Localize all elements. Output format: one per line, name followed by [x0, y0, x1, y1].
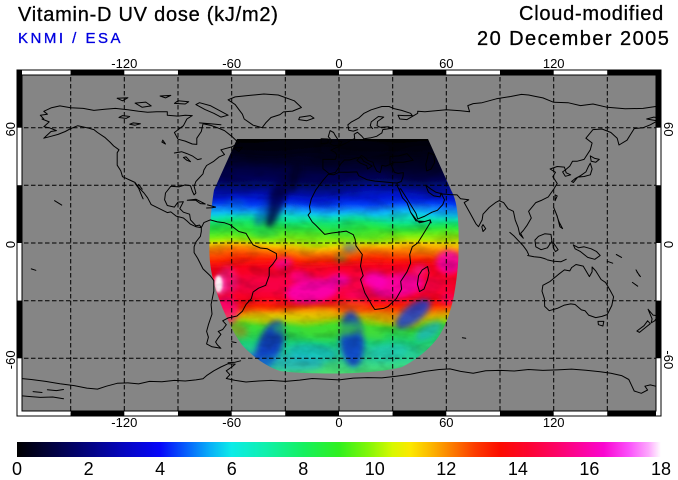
- svg-text:120: 120: [543, 56, 565, 71]
- svg-text:18: 18: [651, 459, 671, 479]
- svg-text:10: 10: [365, 459, 385, 479]
- svg-text:0: 0: [661, 241, 676, 248]
- svg-text:0: 0: [12, 459, 22, 479]
- svg-text:6: 6: [227, 459, 237, 479]
- svg-text:0: 0: [3, 241, 18, 248]
- svg-text:Vitamin-D UV dose (kJ/m2): Vitamin-D UV dose (kJ/m2): [18, 4, 279, 26]
- svg-text:-60: -60: [222, 56, 241, 71]
- svg-text:8: 8: [298, 459, 308, 479]
- svg-text:16: 16: [579, 459, 599, 479]
- svg-text:20 December 2005: 20 December 2005: [477, 28, 670, 50]
- svg-text:4: 4: [155, 459, 165, 479]
- svg-text:-60: -60: [222, 415, 241, 430]
- svg-text:12: 12: [436, 459, 456, 479]
- svg-text:0: 0: [335, 56, 342, 71]
- svg-text:-120: -120: [111, 56, 137, 71]
- svg-text:KNMI / ESA: KNMI / ESA: [18, 30, 123, 47]
- svg-text:2: 2: [84, 459, 94, 479]
- svg-text:60: 60: [3, 122, 18, 136]
- svg-text:60: 60: [439, 56, 453, 71]
- svg-text:14: 14: [508, 459, 528, 479]
- svg-text:60: 60: [661, 122, 676, 136]
- svg-text:120: 120: [543, 415, 565, 430]
- svg-text:-60: -60: [3, 350, 18, 369]
- svg-text:Cloud-modified: Cloud-modified: [519, 3, 664, 25]
- svg-text:60: 60: [439, 415, 453, 430]
- svg-text:-120: -120: [111, 415, 137, 430]
- svg-text:-60: -60: [661, 350, 676, 369]
- svg-text:0: 0: [335, 415, 342, 430]
